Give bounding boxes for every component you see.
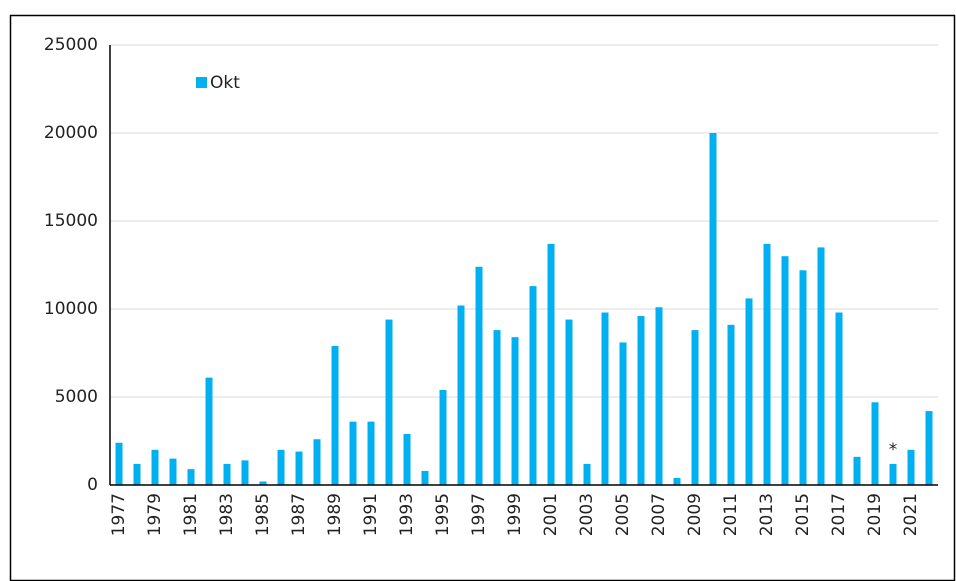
bar: [601, 312, 609, 485]
x-tick-label: 2003: [577, 493, 597, 536]
y-tick-label: 20000: [44, 123, 98, 143]
x-tick-label: 1995: [433, 493, 453, 536]
bar: [637, 316, 645, 485]
legend-label: Okt: [210, 73, 240, 93]
bar: [493, 330, 501, 485]
bar: [313, 439, 321, 485]
bar: [331, 345, 339, 485]
bar: [277, 449, 285, 485]
bar: [745, 298, 753, 485]
bar: [151, 449, 159, 485]
bar: [781, 256, 789, 485]
y-tick-label: 10000: [44, 299, 98, 319]
bar: [907, 449, 915, 485]
bar: [439, 389, 447, 485]
bar: [583, 463, 591, 485]
x-tick-label: 2013: [757, 493, 777, 536]
bar: [889, 463, 897, 485]
bar: [565, 319, 573, 485]
x-tick-label: 1999: [505, 493, 525, 536]
bar: [241, 460, 249, 485]
x-tick-label: 1983: [217, 493, 237, 536]
bar: [403, 433, 411, 485]
x-tick-label: 2001: [541, 493, 561, 536]
y-tick-label: 15000: [44, 211, 98, 231]
bar: [619, 342, 627, 485]
y-tick-label: 5000: [55, 387, 98, 407]
bar: [925, 411, 933, 485]
bar: [853, 456, 861, 485]
x-tick-label: 2009: [685, 493, 705, 536]
bar: [421, 470, 429, 485]
x-tick-label: 2015: [793, 493, 813, 536]
x-tick-label: 1981: [181, 493, 201, 536]
x-tick-label: 1997: [469, 493, 489, 536]
x-tick-label: 2011: [721, 493, 741, 536]
bar: [691, 330, 699, 485]
bar: [709, 133, 717, 485]
bar: [223, 463, 231, 485]
bar: [187, 469, 195, 485]
x-tick-label: 1977: [109, 493, 129, 536]
bar: [367, 421, 375, 485]
bar: [835, 312, 843, 485]
y-tick-label: 25000: [44, 35, 98, 55]
bar: [511, 337, 519, 485]
bar: [727, 324, 735, 485]
legend-swatch: [196, 77, 207, 88]
x-tick-label: 1989: [325, 493, 345, 536]
bar: [475, 266, 483, 485]
annotation: *: [889, 440, 898, 460]
bar: [817, 247, 825, 485]
x-tick-label: 1985: [253, 493, 273, 536]
bar: [259, 481, 267, 485]
bar: [799, 270, 807, 485]
bar: [871, 402, 879, 485]
bar: [115, 442, 123, 485]
bar: [655, 307, 663, 485]
bar: [205, 377, 213, 485]
bar: [673, 477, 681, 485]
bar: [385, 319, 393, 485]
x-tick-label: 2005: [613, 493, 633, 536]
x-tick-label: 2021: [901, 493, 921, 536]
x-tick-label: 2019: [865, 493, 885, 536]
bar: [547, 243, 555, 485]
bar: [763, 243, 771, 485]
x-tick-label: 1993: [397, 493, 417, 536]
bar: [349, 421, 357, 485]
bar: [133, 463, 141, 485]
y-tick-label: 0: [87, 475, 98, 495]
x-tick-label: 2007: [649, 493, 669, 536]
x-tick-label: 1987: [289, 493, 309, 536]
bar: [169, 458, 177, 485]
x-tick-label: 2017: [829, 493, 849, 536]
x-tick-label: 1991: [361, 493, 381, 536]
x-tick-label: 1979: [145, 493, 165, 536]
bar: [457, 305, 465, 485]
bar: [295, 451, 303, 485]
bar: [529, 286, 537, 485]
